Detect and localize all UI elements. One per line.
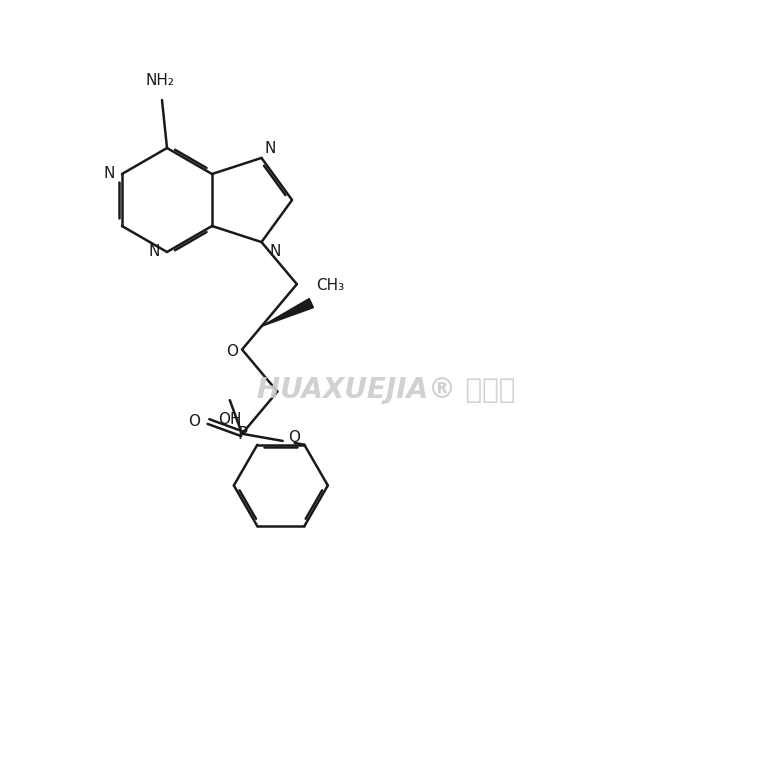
Text: N: N: [149, 245, 160, 259]
Text: CH₃: CH₃: [317, 278, 344, 293]
Text: OH: OH: [218, 412, 242, 427]
Polygon shape: [262, 298, 313, 326]
Text: P: P: [237, 425, 247, 443]
Text: N: N: [269, 244, 281, 259]
Text: O: O: [188, 414, 201, 429]
Text: O: O: [288, 430, 300, 446]
Text: N: N: [265, 141, 276, 156]
Text: NH₂: NH₂: [145, 73, 174, 88]
Text: N: N: [103, 166, 115, 182]
Text: HUAXUEJIA® 化学加: HUAXUEJIA® 化学加: [257, 376, 515, 404]
Text: O: O: [226, 344, 238, 359]
